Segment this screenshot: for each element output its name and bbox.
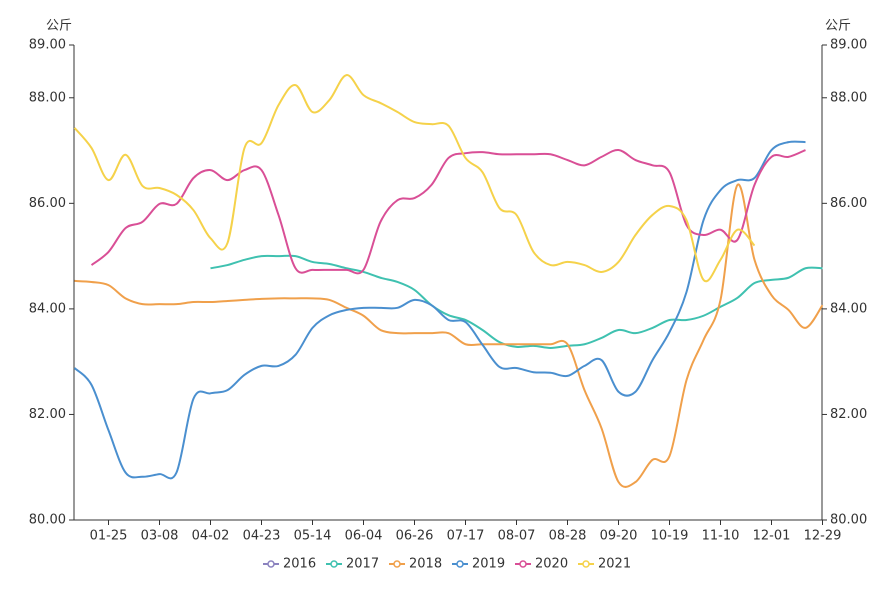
legend-marker: [582, 560, 590, 568]
x-tick-label: 03-08: [141, 529, 179, 544]
x-tick-label: 10-19: [651, 529, 689, 544]
legend-marker: [456, 560, 464, 568]
y-tick-label: 84.00: [29, 301, 66, 316]
x-tick-label: 11-10: [702, 529, 740, 544]
legend-marker: [393, 560, 401, 568]
x-tick-label: 04-02: [192, 529, 230, 544]
y-tick-label: 86.00: [29, 196, 66, 211]
x-tick-label: 06-26: [396, 529, 434, 544]
x-tick-label: 08-28: [549, 529, 587, 544]
legend-label: 2020: [535, 557, 568, 572]
y2-tick-label: 84.00: [830, 301, 867, 316]
x-tick-label: 12-29: [804, 529, 842, 544]
y2-tick-label: 86.00: [830, 196, 867, 211]
series-line: [74, 183, 824, 488]
y2-tick-label: 80.00: [830, 513, 867, 528]
legend-label: 2018: [409, 557, 442, 572]
y2-tick-label: 88.00: [830, 90, 867, 105]
series-line: [210, 254, 823, 349]
x-tick-label: 04-23: [243, 529, 281, 544]
y2-unit: 公斤: [825, 19, 851, 34]
legend-marker: [519, 560, 527, 568]
legend-marker: [267, 560, 275, 568]
y2-tick-label: 89.00: [830, 38, 867, 53]
y2-tick-label: 82.00: [830, 407, 867, 422]
y-unit: 公斤: [46, 19, 72, 34]
y-tick-label: 80.00: [29, 513, 66, 528]
x-tick-label: 12-01: [753, 529, 791, 544]
series-line: [73, 140, 806, 480]
y-tick-label: 82.00: [29, 407, 66, 422]
x-tick-label: 07-17: [447, 529, 485, 544]
legend-label: 2016: [283, 557, 316, 572]
legend-label: 2019: [472, 557, 505, 572]
x-tick-label: 06-04: [345, 529, 383, 544]
series-line: [73, 74, 756, 283]
x-tick-label: 09-20: [600, 529, 638, 544]
series-line: [90, 149, 806, 275]
y-tick-label: 89.00: [29, 38, 66, 53]
x-tick-label: 08-07: [498, 529, 536, 544]
legend-label: 2017: [346, 557, 379, 572]
x-tick-label: 05-14: [294, 529, 332, 544]
legend-label: 2021: [598, 557, 631, 572]
legend-marker: [330, 560, 338, 568]
x-tick-label: 01-25: [90, 529, 128, 544]
y-tick-label: 88.00: [29, 90, 66, 105]
